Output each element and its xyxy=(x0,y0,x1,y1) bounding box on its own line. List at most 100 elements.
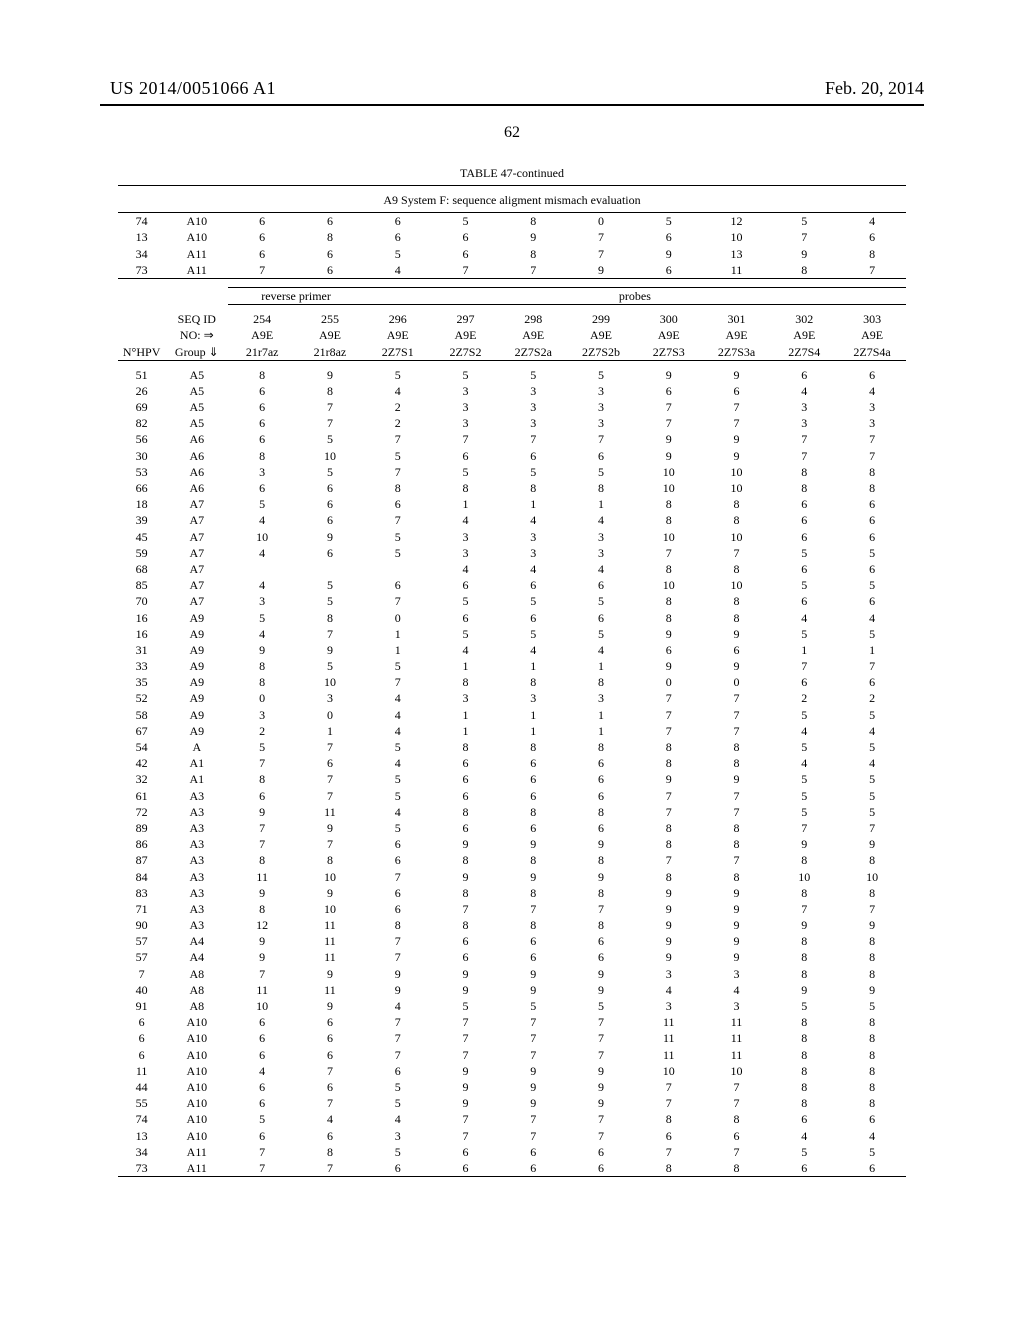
table-cell: 5 xyxy=(567,464,635,480)
table-cell: 0 xyxy=(228,690,296,706)
table-cell: 54 xyxy=(118,739,165,755)
table-cell: 9 xyxy=(567,1079,635,1095)
table-row: 71A381067779977 xyxy=(118,901,906,917)
table-cell: 8 xyxy=(432,804,500,820)
table-cell: 7 xyxy=(567,1128,635,1144)
table-cell: 9 xyxy=(296,966,364,982)
table-cell: 6 xyxy=(228,431,296,447)
table-row: 59A74653337755 xyxy=(118,545,906,561)
column-header: A9E xyxy=(296,327,364,343)
table-cell: 4 xyxy=(838,383,906,399)
table-row: 18A75661118866 xyxy=(118,496,906,512)
table-cell: 9 xyxy=(703,626,771,642)
table-cell: 6 xyxy=(838,561,906,577)
table-cell: A3 xyxy=(165,804,228,820)
table-cell: 3 xyxy=(635,966,703,982)
table-row: 90A3121188889999 xyxy=(118,917,906,933)
table-cell: 8 xyxy=(499,246,567,262)
table-row: 16A94715559955 xyxy=(118,626,906,642)
table-cell: 5 xyxy=(364,545,432,561)
table-cell: 9 xyxy=(770,246,838,262)
table-cell: 4 xyxy=(432,642,500,658)
table-cell: 7 xyxy=(770,658,838,674)
table-cell: 11 xyxy=(635,1047,703,1063)
table-cell: 8 xyxy=(838,1079,906,1095)
table-cell: 7 xyxy=(432,1014,500,1030)
table-cell: 6 xyxy=(567,933,635,949)
table-row: 52A90343337722 xyxy=(118,690,906,706)
table-cell: 9 xyxy=(499,982,567,998)
table-cell: 6 xyxy=(567,755,635,771)
table-cell: 8 xyxy=(770,1095,838,1111)
table-cell: 8 xyxy=(499,480,567,496)
table-cell: 5 xyxy=(499,593,567,609)
table-row: 32A18756669955 xyxy=(118,771,906,787)
table-cell: 6 xyxy=(296,246,364,262)
table-cell: 7 xyxy=(567,1047,635,1063)
table-row: 40A8111199994499 xyxy=(118,982,906,998)
table-row: 55A106759997788 xyxy=(118,1095,906,1111)
table-row: 51A58955559966 xyxy=(118,367,906,383)
table-row: 86A37769998899 xyxy=(118,836,906,852)
table-cell: 9 xyxy=(635,949,703,965)
table-cell: 84 xyxy=(118,869,165,885)
table-cell: 8 xyxy=(432,480,500,496)
table-cell: 3 xyxy=(703,998,771,1014)
column-header: A9E xyxy=(432,327,500,343)
table-cell: 59 xyxy=(118,545,165,561)
table-cell: 7 xyxy=(499,1030,567,1046)
table-cell: 6 xyxy=(432,246,500,262)
table-cell: 34 xyxy=(118,1144,165,1160)
table-cell: 6 xyxy=(635,262,703,279)
table-cell: 9 xyxy=(635,367,703,383)
table-cell: 5 xyxy=(770,213,838,230)
table-cell: 8 xyxy=(635,512,703,528)
table-cell: 4 xyxy=(703,982,771,998)
table-cell: 5 xyxy=(364,788,432,804)
table-cell: 8 xyxy=(635,755,703,771)
table-cell: 0 xyxy=(635,674,703,690)
table-cell: 6 xyxy=(635,229,703,245)
table-cell: 6 xyxy=(228,1079,296,1095)
table-cell: 8 xyxy=(567,674,635,690)
table-cell: 7 xyxy=(703,707,771,723)
table-cell: 5 xyxy=(364,739,432,755)
table-cell: 6 xyxy=(567,1144,635,1160)
table-cell: 8 xyxy=(228,901,296,917)
table-cell: 5 xyxy=(567,626,635,642)
table-cell: 9 xyxy=(567,966,635,982)
table-cell: 6 xyxy=(770,367,838,383)
table-cell: 7 xyxy=(703,690,771,706)
table-cell: A7 xyxy=(165,561,228,577)
table-cell: 7 xyxy=(703,723,771,739)
table-cell: 8 xyxy=(838,885,906,901)
table-cell: 5 xyxy=(838,771,906,787)
table-cell: 8 xyxy=(432,917,500,933)
table-cell: 8 xyxy=(770,885,838,901)
table-cell: 6 xyxy=(499,933,567,949)
table-cell: 7 xyxy=(770,901,838,917)
table-cell: 8 xyxy=(838,1095,906,1111)
table-row: 91A810945553355 xyxy=(118,998,906,1014)
table-cell: 7 xyxy=(770,448,838,464)
column-header: 302 xyxy=(770,311,838,327)
table-cell: 8 xyxy=(635,836,703,852)
table-row: 74A105447778866 xyxy=(118,1111,906,1127)
table-cell: 87 xyxy=(118,852,165,868)
table-cell: A4 xyxy=(165,949,228,965)
table-cell: 6 xyxy=(228,229,296,245)
table-cell: 3 xyxy=(499,529,567,545)
table-cell: 52 xyxy=(118,690,165,706)
table-cell: 7 xyxy=(364,869,432,885)
table-cell: 5 xyxy=(296,464,364,480)
table-cell: 6 xyxy=(228,399,296,415)
table-cell: A11 xyxy=(165,246,228,262)
table-cell: 5 xyxy=(228,739,296,755)
table-cell: 5 xyxy=(364,448,432,464)
table-cell: 7 xyxy=(296,1063,364,1079)
table-cell: A3 xyxy=(165,917,228,933)
table-cell: 7 xyxy=(703,1079,771,1095)
table-cell: 10 xyxy=(703,464,771,480)
table-cell: 7 xyxy=(635,788,703,804)
table-cell: 6 xyxy=(432,1160,500,1177)
